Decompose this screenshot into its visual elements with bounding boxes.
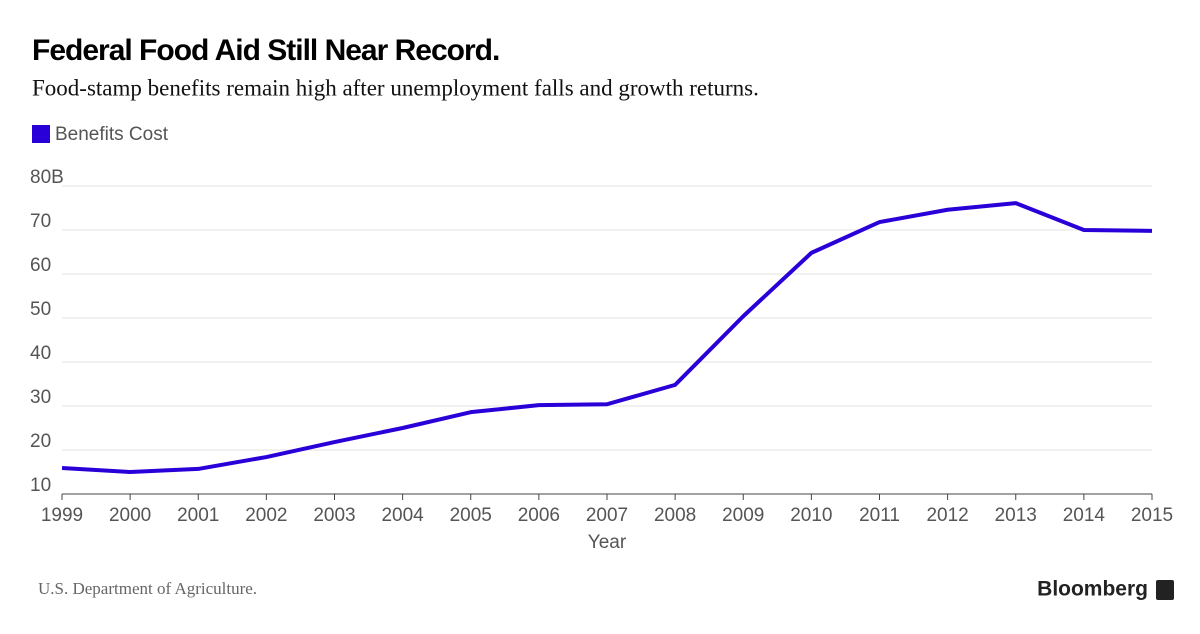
x-tick-label: 2004 [381,505,424,526]
x-tick-label: 2002 [245,505,287,526]
x-tick-label: 2003 [313,505,355,526]
legend-swatch [32,125,50,143]
chart-subtitle: Food-stamp benefits remain high after un… [32,75,759,100]
x-tick-label: 2001 [177,505,219,526]
brand: Bloomberg [1037,578,1148,601]
x-tick-label: 2007 [586,505,628,526]
y-tick-label: 50 [30,299,51,320]
x-tick-label: 2012 [926,505,968,526]
x-tick-label: 2014 [1063,505,1106,526]
x-tick-label: 1999 [41,505,83,526]
x-tick-label: 2006 [518,505,560,526]
y-tick-label: 80B [30,167,64,188]
x-axis-label: Year [588,532,627,553]
legend-label: Benefits Cost [55,124,169,145]
x-tick-label: 2013 [995,505,1037,526]
x-tick-label: 2008 [654,505,696,526]
source: U.S. Department of Agriculture. [38,579,257,598]
y-tick-label: 60 [30,255,51,276]
y-tick-label: 20 [30,431,51,452]
chart-title: Federal Food Aid Still Near Record. [32,34,499,67]
y-tick-label: 30 [30,387,51,408]
series-line [61,201,1153,474]
x-tick-label: 2011 [859,505,900,526]
y-tick-label: 10 [30,475,51,496]
x-tick-label: 2005 [450,505,492,526]
x-tick-label: 2000 [109,505,151,526]
y-tick-label: 40 [30,343,51,364]
y-tick-label: 70 [30,211,51,232]
x-tick-label: 2010 [790,505,832,526]
brand-icon [1156,580,1174,600]
x-tick-label: 2009 [722,505,764,526]
x-tick-label: 2015 [1131,505,1173,526]
